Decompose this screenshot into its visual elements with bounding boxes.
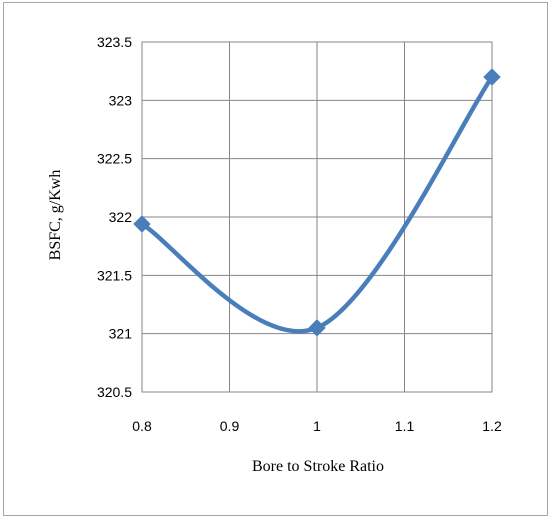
chart-area (3, 2, 548, 516)
data-point-marker (308, 319, 326, 337)
x-tick-label: 1 (313, 418, 321, 434)
y-axis-title: BSFC, g/Kwh (47, 170, 64, 261)
y-tick-label: 322.5 (97, 151, 132, 167)
x-axis-title: Bore to Stroke Ratio (252, 458, 384, 475)
x-tick-label: 0.8 (132, 418, 152, 434)
y-tick-label: 322 (109, 209, 133, 225)
y-tick-label: 323.5 (97, 34, 132, 50)
data-point-marker (133, 215, 151, 233)
tick-labels: 323.5 323 322.5 322 321.5 321 320.5 0.8 0.9 1 1.1 1… (97, 34, 502, 434)
y-tick-label: 323 (109, 92, 133, 108)
x-tick-label: 0.9 (220, 418, 240, 434)
y-tick-label: 320.5 (97, 384, 132, 400)
data-series (133, 68, 501, 337)
data-point-marker (483, 68, 501, 86)
y-tick-label: 321 (109, 326, 133, 342)
x-tick-label: 1.1 (395, 418, 415, 434)
x-tick-label: 1.2 (482, 418, 502, 434)
y-tick-label: 321.5 (97, 267, 132, 283)
gridlines (141, 41, 493, 393)
